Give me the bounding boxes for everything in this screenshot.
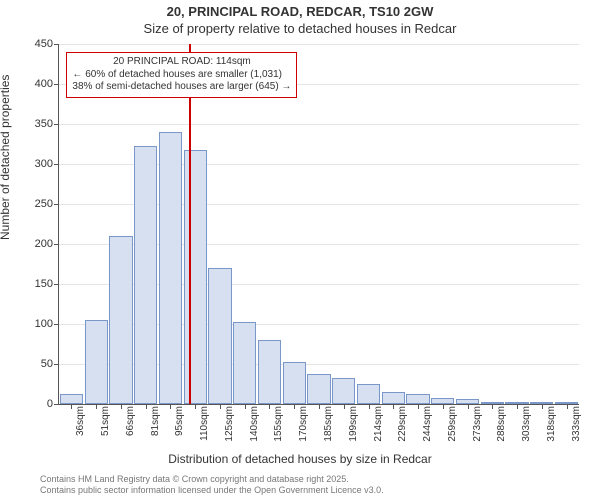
x-tick-label: 259sqm [447,406,458,442]
y-axis-label: Number of detached properties [0,75,12,240]
x-tick-label: 288sqm [496,406,507,442]
annotation-line3: 38% of semi-detached houses are larger (… [72,81,291,94]
histogram-bar [184,150,207,404]
x-tick-mark [319,404,320,409]
x-tick-label: 170sqm [298,406,309,442]
histogram-bar [134,146,157,404]
x-tick-mark [245,404,246,409]
histogram-bar [85,320,108,404]
histogram-bar [109,236,132,404]
y-tick-mark [54,124,59,125]
x-tick-mark [220,404,221,409]
plot-area: 05010015020025030035040045036sqm51sqm66s… [58,44,579,405]
x-tick-label: 95sqm [174,406,185,436]
y-tick-label: 200 [19,238,53,250]
x-tick-mark [146,404,147,409]
histogram-bar [283,362,306,404]
histogram-bar [332,378,355,404]
histogram-bar [357,384,380,404]
x-tick-label: 140sqm [249,406,260,442]
x-tick-mark [492,404,493,409]
y-tick-mark [54,284,59,285]
grid-line [59,44,579,45]
y-tick-label: 50 [19,358,53,370]
annotation-line1: 20 PRINCIPAL ROAD: 114sqm [72,56,291,69]
x-tick-label: 51sqm [100,406,111,436]
y-tick-mark [54,164,59,165]
y-tick-label: 250 [19,198,53,210]
x-tick-label: 110sqm [199,406,210,441]
y-tick-label: 300 [19,158,53,170]
x-tick-mark [121,404,122,409]
x-tick-mark [294,404,295,409]
annotation-line2: ← 60% of detached houses are smaller (1,… [72,69,291,82]
chart-container: 20, PRINCIPAL ROAD, REDCAR, TS10 2GW Siz… [0,0,600,500]
x-tick-label: 318sqm [546,406,557,442]
annotation-box: 20 PRINCIPAL ROAD: 114sqm← 60% of detach… [66,52,297,98]
x-tick-mark [269,404,270,409]
grid-line [59,124,579,125]
y-tick-label: 450 [19,38,53,50]
x-tick-mark [517,404,518,409]
x-tick-label: 244sqm [422,406,433,442]
x-tick-mark [369,404,370,409]
x-axis-label: Distribution of detached houses by size … [0,452,600,466]
x-tick-mark [344,404,345,409]
y-tick-label: 0 [19,398,53,410]
x-tick-mark [418,404,419,409]
x-tick-mark [71,404,72,409]
y-tick-label: 400 [19,78,53,90]
x-tick-label: 229sqm [397,406,408,442]
x-tick-mark [195,404,196,409]
x-tick-label: 273sqm [472,406,483,442]
y-tick-mark [54,84,59,85]
reference-line [189,44,191,404]
y-tick-mark [54,324,59,325]
x-tick-label: 303sqm [521,406,532,442]
y-tick-label: 150 [19,278,53,290]
chart-title-line2: Size of property relative to detached ho… [0,21,600,36]
histogram-bar [307,374,330,404]
histogram-bar [60,394,83,404]
x-tick-label: 81sqm [150,406,161,436]
histogram-bar [406,394,429,404]
footer-line1: Contains HM Land Registry data © Crown c… [40,474,580,485]
y-tick-mark [54,44,59,45]
footer-attribution: Contains HM Land Registry data © Crown c… [40,474,580,496]
y-tick-label: 350 [19,118,53,130]
x-tick-label: 36sqm [75,406,86,436]
x-tick-label: 66sqm [125,406,136,436]
x-tick-mark [567,404,568,409]
x-tick-label: 199sqm [348,406,359,442]
x-tick-label: 185sqm [323,406,334,442]
histogram-bar [233,322,256,404]
chart-title-block: 20, PRINCIPAL ROAD, REDCAR, TS10 2GW Siz… [0,4,600,36]
footer-line2: Contains public sector information licen… [40,485,580,496]
x-tick-label: 333sqm [571,406,582,442]
x-tick-mark [170,404,171,409]
histogram-bar [382,392,405,404]
histogram-bar [208,268,231,404]
x-tick-mark [443,404,444,409]
chart-title-line1: 20, PRINCIPAL ROAD, REDCAR, TS10 2GW [0,4,600,19]
x-tick-label: 155sqm [273,406,284,442]
x-tick-mark [468,404,469,409]
histogram-bar [258,340,281,404]
x-tick-mark [542,404,543,409]
x-tick-mark [393,404,394,409]
y-tick-label: 100 [19,318,53,330]
x-tick-mark [96,404,97,409]
y-tick-mark [54,204,59,205]
x-tick-label: 125sqm [224,406,235,442]
histogram-bar [159,132,182,404]
y-tick-mark [54,364,59,365]
x-tick-label: 214sqm [373,406,384,442]
y-tick-mark [54,244,59,245]
y-tick-mark [54,404,59,405]
